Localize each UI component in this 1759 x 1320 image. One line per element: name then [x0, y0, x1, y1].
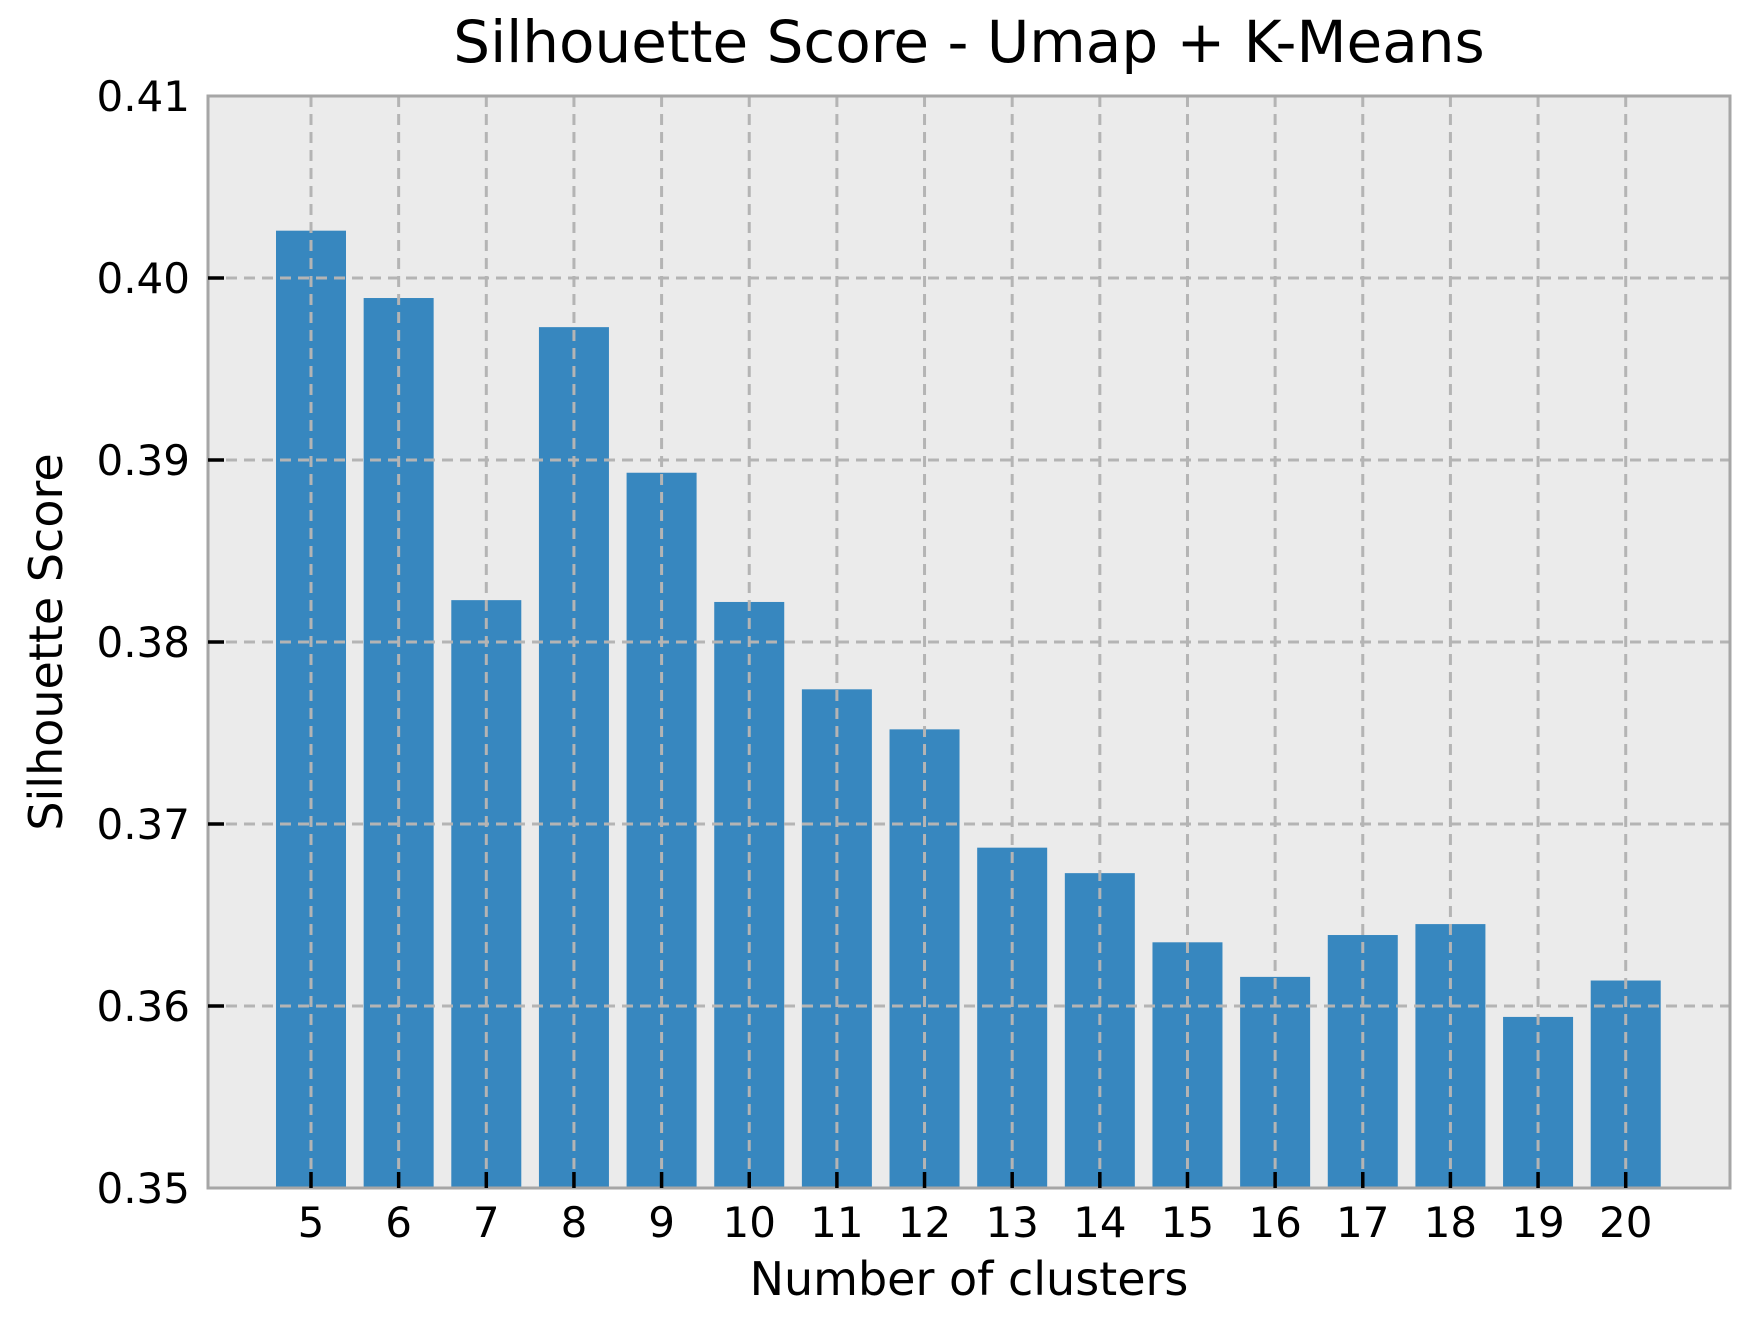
- x-tick-label: 19: [1511, 1198, 1564, 1247]
- y-tick-label: 0.36: [96, 982, 190, 1031]
- x-tick-label: 13: [985, 1198, 1038, 1247]
- x-tick-label: 9: [648, 1198, 675, 1247]
- bar: [1590, 980, 1661, 1188]
- chart-title: Silhouette Score - Umap + K-Means: [453, 8, 1485, 76]
- y-tick-label: 0.37: [96, 800, 190, 849]
- y-tick-label: 0.39: [96, 436, 190, 485]
- x-tick-label: 20: [1599, 1198, 1652, 1247]
- y-tick-label: 0.40: [96, 254, 190, 303]
- x-tick-label: 10: [723, 1198, 776, 1247]
- bar: [1240, 976, 1311, 1188]
- x-tick-label: 14: [1073, 1198, 1126, 1247]
- x-tick-label: 17: [1336, 1198, 1389, 1247]
- x-axis-label: Number of clusters: [749, 1252, 1189, 1306]
- bar: [626, 472, 697, 1188]
- x-tick-label: 5: [298, 1198, 325, 1247]
- x-tick-label: 15: [1161, 1198, 1214, 1247]
- x-tick-label: 8: [561, 1198, 588, 1247]
- x-tick-label: 7: [473, 1198, 500, 1247]
- x-tick-label: 16: [1248, 1198, 1301, 1247]
- bar: [538, 327, 609, 1188]
- x-tick-label: 18: [1424, 1198, 1477, 1247]
- y-tick-label: 0.35: [96, 1164, 190, 1213]
- x-tick-label: 6: [385, 1198, 412, 1247]
- x-tick-label: 12: [898, 1198, 951, 1247]
- y-tick-label: 0.38: [96, 618, 190, 667]
- x-tick-label: 11: [810, 1198, 863, 1247]
- y-tick-label: 0.41: [96, 72, 190, 121]
